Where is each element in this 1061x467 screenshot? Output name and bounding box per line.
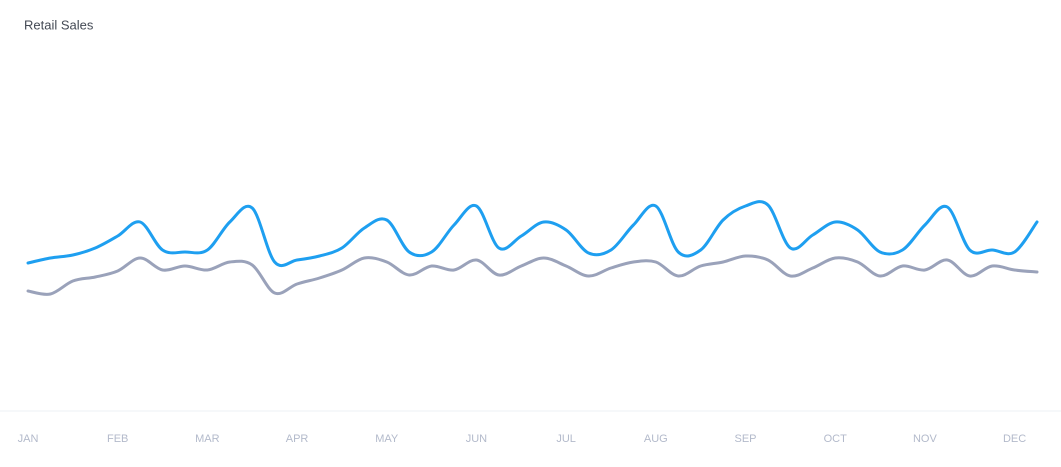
x-tick-label: OCT — [824, 433, 848, 445]
x-tick-label: APR — [286, 433, 309, 445]
x-tick-label: DEC — [1003, 433, 1026, 445]
x-tick-label: NOV — [913, 433, 938, 445]
x-tick-label: FEB — [107, 433, 128, 445]
x-tick-label: JAN — [18, 433, 39, 445]
series-line — [26, 200, 1039, 267]
x-tick-label: SEP — [735, 433, 757, 445]
series-line — [26, 254, 1039, 296]
x-tick-label: AUG — [644, 433, 668, 445]
x-tick-label: JUL — [556, 433, 576, 445]
chart-title: Retail Sales — [24, 17, 94, 32]
x-tick-label: MAR — [195, 433, 220, 445]
x-tick-label: JUN — [466, 433, 487, 445]
x-tick-label: MAY — [375, 433, 399, 445]
